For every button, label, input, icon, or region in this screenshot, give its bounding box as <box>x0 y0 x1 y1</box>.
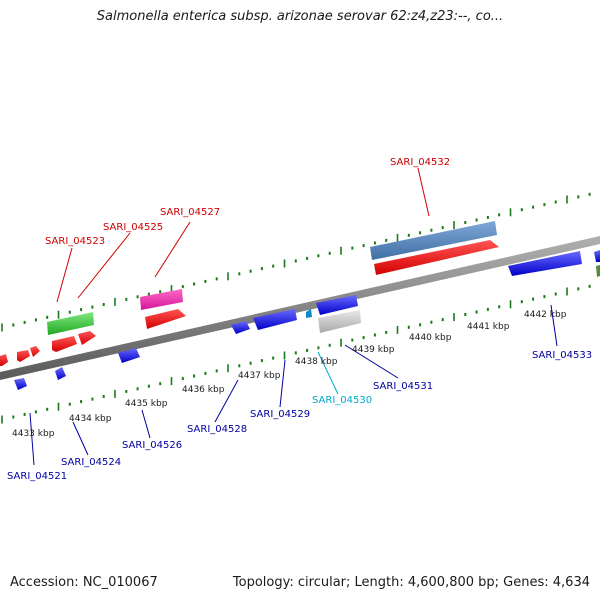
gene-label[interactable]: SARI_04530 <box>312 395 372 406</box>
gene-label[interactable]: SARI_04532 <box>390 157 450 168</box>
gene-arrow[interactable] <box>316 295 358 315</box>
scale-label: 4437 kbp <box>238 371 281 381</box>
gene-arrow[interactable] <box>253 309 297 330</box>
gene-arrow[interactable] <box>78 331 96 345</box>
gene-label[interactable]: SARI_04533 <box>532 350 592 361</box>
gene-label[interactable]: SARI_04526 <box>122 440 182 451</box>
scale-label: 4440 kbp <box>409 333 452 343</box>
gene-arrow[interactable] <box>118 348 140 363</box>
scale-labels: 4433 kbp 4434 kbp 4435 kbp 4436 kbp 4437… <box>12 310 567 439</box>
topology-summary: Topology: circular; Length: 4,600,800 bp… <box>232 575 590 590</box>
gene-arrow[interactable] <box>14 378 27 390</box>
scale-label: 4439 kbp <box>352 345 395 355</box>
gene-arrow[interactable] <box>17 350 30 362</box>
gene-label[interactable]: SARI_04528 <box>187 424 247 435</box>
gene-block[interactable] <box>596 265 600 277</box>
gene-label[interactable]: SARI_04531 <box>373 381 433 392</box>
scale-label: 4435 kbp <box>125 399 168 409</box>
gene-block[interactable] <box>140 289 183 310</box>
leader-lines <box>29 167 558 466</box>
gene-labels: SARI_04523 SARI_04525 SARI_04527 SARI_04… <box>7 157 592 482</box>
gene-block[interactable] <box>318 310 361 333</box>
scale-label: 4436 kbp <box>182 385 225 395</box>
gene-arrow[interactable] <box>30 346 40 357</box>
gene-block[interactable] <box>47 312 94 335</box>
scale-label: 4438 kbp <box>295 357 338 367</box>
gene-label[interactable]: SARI_04525 <box>103 222 163 233</box>
gene-features <box>0 221 600 390</box>
tick-rows <box>1 192 591 424</box>
gene-label[interactable]: SARI_04527 <box>160 207 220 218</box>
scale-label: 4441 kbp <box>467 322 510 332</box>
map-title: Salmonella enterica subsp. arizonae sero… <box>96 9 504 24</box>
scale-label: 4434 kbp <box>69 414 112 424</box>
gene-arrow[interactable] <box>508 251 582 276</box>
gene-label[interactable]: SARI_04524 <box>61 457 121 468</box>
accession-text: Accession: NC_010067 <box>10 575 158 590</box>
scale-label: 4433 kbp <box>12 429 55 439</box>
gene-arrow[interactable] <box>52 336 77 352</box>
gene-arrow[interactable] <box>374 240 499 275</box>
gene-arrow[interactable] <box>55 367 66 380</box>
gene-arrow[interactable] <box>0 354 8 366</box>
gene-label[interactable]: SARI_04529 <box>250 409 310 420</box>
gene-block[interactable] <box>370 221 497 260</box>
gene-label[interactable]: SARI_04523 <box>45 236 105 247</box>
gene-arrow[interactable] <box>306 309 312 318</box>
scale-label: 4442 kbp <box>524 310 567 320</box>
gene-label[interactable]: SARI_04521 <box>7 471 67 482</box>
gene-arrow[interactable] <box>594 250 600 262</box>
gene-arrow[interactable] <box>231 321 250 334</box>
genome-backbone <box>0 236 600 380</box>
gene-arrow[interactable] <box>145 309 186 329</box>
